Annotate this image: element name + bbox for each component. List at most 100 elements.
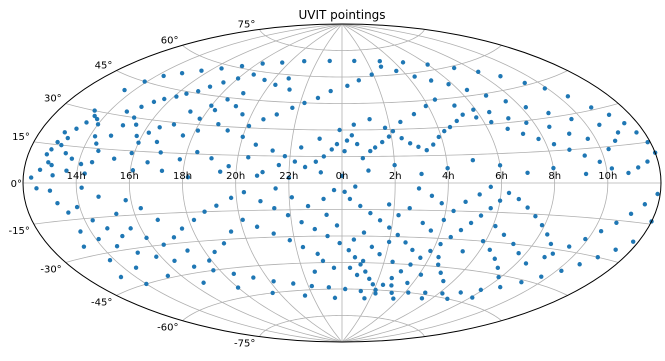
pointing-point <box>290 105 295 111</box>
pointing-point <box>423 290 428 295</box>
pointing-point <box>503 99 508 104</box>
pointing-point <box>273 82 278 88</box>
pointing-point <box>634 130 639 135</box>
pointing-point <box>438 241 443 247</box>
pointing-point <box>274 112 279 117</box>
pointing-point <box>286 76 291 81</box>
pointing-point <box>398 119 403 125</box>
pointing-point <box>134 133 139 139</box>
pointing-point <box>550 251 556 256</box>
pointing-point <box>396 213 401 218</box>
pointing-point <box>254 173 260 178</box>
pointing-point <box>516 251 521 256</box>
pointing-point <box>211 268 216 273</box>
pointing-point <box>129 150 134 156</box>
pointing-point <box>114 211 119 217</box>
pointing-point <box>92 113 97 119</box>
ra-tick-label: 6h <box>495 171 508 182</box>
pointing-point <box>447 124 453 130</box>
pointing-point <box>630 239 636 244</box>
pointing-point <box>74 204 80 210</box>
pointing-point <box>352 58 357 64</box>
pointing-point <box>325 233 330 239</box>
pointing-point <box>645 139 650 145</box>
dec-tick-label: -75° <box>234 339 255 350</box>
pointing-point <box>270 148 275 153</box>
pointing-point <box>506 116 511 121</box>
pointing-point <box>94 116 100 122</box>
pointing-point <box>342 149 347 154</box>
pointing-point <box>270 290 275 296</box>
pointing-point <box>583 171 589 177</box>
pointing-point <box>428 248 433 254</box>
parallel-line <box>116 262 568 296</box>
pointing-point <box>172 258 177 263</box>
ra-tick-labels: 14h 16h 18h 20h 22h 0h 2h 4h 6h 8h 10h <box>67 171 618 182</box>
pointing-point <box>96 236 101 242</box>
pointing-point <box>37 167 43 172</box>
pointing-point <box>292 159 298 164</box>
pointing-point <box>428 228 434 233</box>
pointing-point <box>655 191 660 197</box>
ra-tick-label: 10h <box>598 171 617 182</box>
pointing-point <box>262 77 267 83</box>
pointing-point <box>184 91 189 96</box>
pointing-point <box>419 296 425 301</box>
pointing-point <box>287 238 292 243</box>
pointing-point <box>478 287 484 293</box>
pointing-point <box>240 217 245 223</box>
pointing-point <box>185 174 191 180</box>
pointing-point <box>458 227 464 233</box>
pointing-point <box>358 203 363 209</box>
pointing-point <box>96 148 101 154</box>
pointing-point <box>418 272 424 277</box>
pointing-point <box>501 232 507 237</box>
pointing-point <box>378 64 384 69</box>
pointing-point <box>302 59 307 64</box>
pointing-point <box>390 128 396 134</box>
pointing-point <box>615 130 621 135</box>
pointing-point <box>523 261 529 266</box>
pointing-point <box>212 249 217 255</box>
pointing-point <box>583 236 588 242</box>
pointing-point <box>407 141 413 146</box>
pointing-point <box>315 95 321 101</box>
pointing-point <box>191 264 197 269</box>
pointing-point <box>497 198 503 203</box>
pointing-point <box>408 262 413 267</box>
pointing-point <box>123 198 128 203</box>
pointing-point <box>431 142 436 147</box>
pointing-point <box>135 250 140 255</box>
ra-tick-label: 20h <box>226 171 245 182</box>
dec-tick-label: 15° <box>12 132 30 143</box>
pointing-point <box>261 117 266 122</box>
pointing-point <box>354 141 360 147</box>
pointing-point <box>254 224 260 229</box>
pointing-point <box>377 59 382 64</box>
pointing-point <box>318 170 324 175</box>
pointing-point <box>108 133 114 138</box>
pointing-point <box>146 130 152 135</box>
pointing-point <box>151 99 157 105</box>
pointing-point <box>155 217 160 223</box>
ra-tick-label: 4h <box>442 171 455 182</box>
pointing-point <box>400 60 406 65</box>
pointing-point <box>94 141 99 146</box>
pointing-point <box>368 210 373 216</box>
pointing-point <box>416 144 421 149</box>
pointing-point <box>251 275 256 280</box>
pointing-point <box>105 226 110 231</box>
pointing-point <box>95 122 101 127</box>
pointing-point <box>419 171 424 177</box>
dec-tick-label: 60° <box>161 35 179 46</box>
ra-tick-label: 16h <box>120 171 139 182</box>
pointing-point <box>28 175 34 180</box>
pointing-point <box>207 258 212 263</box>
pointing-point <box>391 296 396 301</box>
pointing-point <box>356 78 361 83</box>
pointing-point <box>107 258 113 263</box>
pointing-point <box>251 72 256 77</box>
data-points <box>28 58 660 301</box>
pointing-point <box>260 169 265 175</box>
pointing-point <box>520 131 526 136</box>
